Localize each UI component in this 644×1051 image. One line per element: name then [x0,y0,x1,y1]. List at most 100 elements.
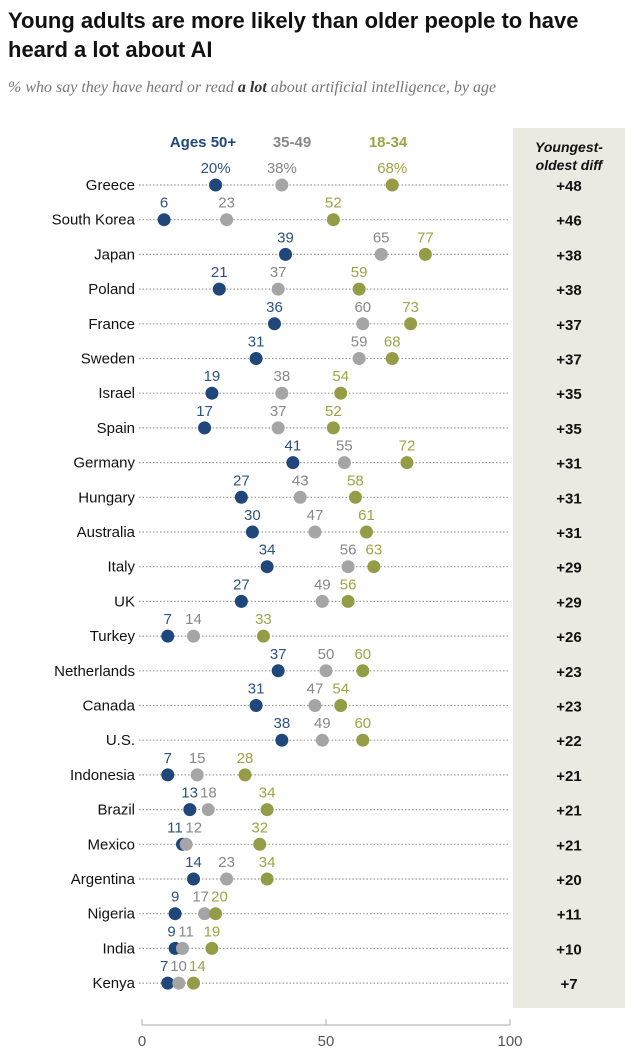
x-tick-label: 0 [138,1033,146,1050]
dot-35-49 [201,803,215,817]
dot-35-49 [175,941,189,955]
diff-panel [513,128,625,1008]
diff-value: +38 [556,247,581,264]
country-label: Hungary [78,489,135,506]
data-label: 49 [314,715,331,732]
diff-value: +22 [556,733,581,750]
data-label: 17 [192,889,209,906]
data-label: 37 [270,646,287,663]
data-label: 47 [307,507,324,524]
legend-35-49: 35-49 [273,134,311,151]
diff-value: +10 [556,941,581,958]
dot-ages-50- [209,178,223,192]
data-label: 38% [267,160,297,177]
diff-value: +46 [556,213,581,230]
dot-18-34 [356,733,370,747]
dot-ages-50- [212,282,226,296]
dot-18-34 [404,317,418,331]
data-label: 34 [259,785,276,802]
dot-18-34 [352,282,366,296]
dot-35-49 [315,594,329,608]
country-label: Spain [97,420,135,437]
dot-35-49 [187,629,201,643]
dot-ages-50- [245,525,259,539]
data-label: 30 [244,507,261,524]
data-label: 20% [201,160,231,177]
dot-35-49 [319,664,333,678]
dot-35-49 [271,421,285,435]
data-label: 9 [167,923,175,940]
dot-35-49 [179,837,193,851]
dot-ages-50- [161,976,175,990]
subtitle-emphasis: a lot [237,79,267,96]
diff-value: +31 [556,490,581,507]
x-tick-label: 50 [318,1033,335,1050]
diff-value: +31 [556,456,581,473]
dot-18-34 [260,803,274,817]
data-label: 12 [185,819,202,836]
dot-ages-50- [279,247,293,261]
dot-18-34 [418,247,432,261]
diff-value: +21 [556,768,581,785]
dot-35-49 [293,490,307,504]
data-label: 59 [351,264,368,281]
diff-value: +35 [556,421,581,438]
country-label: Poland [88,281,135,298]
dot-18-34 [256,629,270,643]
dot-35-49 [190,768,204,782]
data-label: 11 [167,819,183,836]
dot-ages-50- [183,803,197,817]
diff-value: +20 [556,872,581,889]
country-label: Nigeria [87,906,135,923]
data-label: 37 [270,264,287,281]
data-label: 59 [351,334,368,351]
dot-18-34 [348,490,362,504]
diff-value: +38 [556,282,581,299]
country-label: Japan [94,246,135,263]
dot-35-49 [275,178,289,192]
dot-ages-50- [205,386,219,400]
data-label: 50 [318,646,335,663]
dot-ages-50- [249,352,263,365]
dot-ages-50- [157,213,171,227]
dot-ages-50- [234,490,248,504]
diff-header: oldest diff [536,157,604,173]
dot-35-49 [341,560,355,574]
dot-35-49 [308,699,322,712]
dot-18-34 [385,178,399,192]
data-label: 18 [200,785,217,802]
data-label: 58 [347,472,364,489]
data-label: 20 [211,889,228,906]
diff-value: +21 [556,803,581,820]
dot-18-34 [385,352,399,365]
data-label: 10 [170,958,187,975]
legend-18-34: 18-34 [369,134,408,151]
data-label: 13 [181,785,198,802]
data-label: 39 [277,229,294,246]
chart-title: Young adults are more likely than older … [8,8,579,62]
country-label: France [88,316,135,333]
dot-35-49 [356,317,370,331]
dot-18-34 [356,664,370,678]
diff-value: +37 [556,352,581,369]
dot-18-34 [253,837,267,851]
data-label: 68% [377,160,407,177]
data-label: 28 [237,750,254,767]
dot-ages-50- [271,664,285,678]
country-label: Indonesia [70,767,136,784]
country-label: Australia [77,524,136,541]
data-label: 34 [259,854,276,871]
dot-ages-50- [187,872,201,886]
dot-ages-50- [168,907,182,921]
dot-35-49 [374,247,388,261]
data-label: 68 [384,334,401,351]
data-label: 41 [285,438,302,455]
dot-35-49 [220,872,234,886]
dot-ages-50- [161,768,175,782]
country-label: UK [114,593,135,610]
data-label: 14 [185,854,202,871]
data-label: 60 [354,715,371,732]
dot-18-34 [209,907,223,921]
country-label: Netherlands [54,663,135,680]
